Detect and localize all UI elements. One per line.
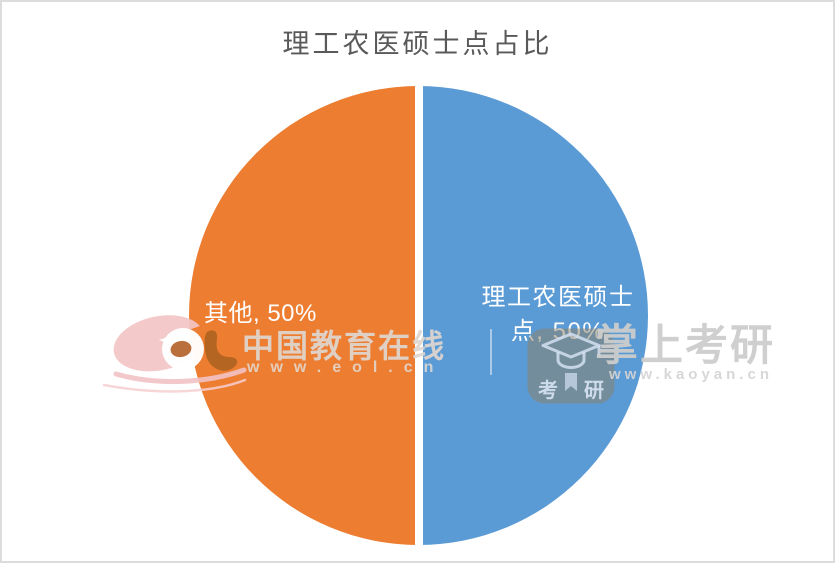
slice-border <box>415 86 423 545</box>
eol-brand-watermark: 中国教育在线 <box>242 328 447 364</box>
badge-ribbon <box>565 373 577 391</box>
eol-url-watermark: www.eol.cn <box>247 359 445 376</box>
watermark-divider <box>490 329 492 375</box>
kaoyan-brand-watermark: 掌上考研 <box>595 322 775 370</box>
badge-char-yan: 研 <box>584 380 604 402</box>
kaoyan-badge-icon: 考 研 <box>527 328 615 404</box>
badge-char-kao: 考 <box>538 378 558 402</box>
kaoyan-url-watermark: www.kaoyan.cn <box>609 366 773 383</box>
eol-logo-icon <box>103 315 247 393</box>
data-label-science-line1: 理工农医硕士 <box>481 284 635 311</box>
chart-title: 理工农医硕士点占比 <box>282 29 553 59</box>
graduation-cap-icon <box>541 332 601 369</box>
data-label-other: 其他, 50% <box>204 300 317 327</box>
